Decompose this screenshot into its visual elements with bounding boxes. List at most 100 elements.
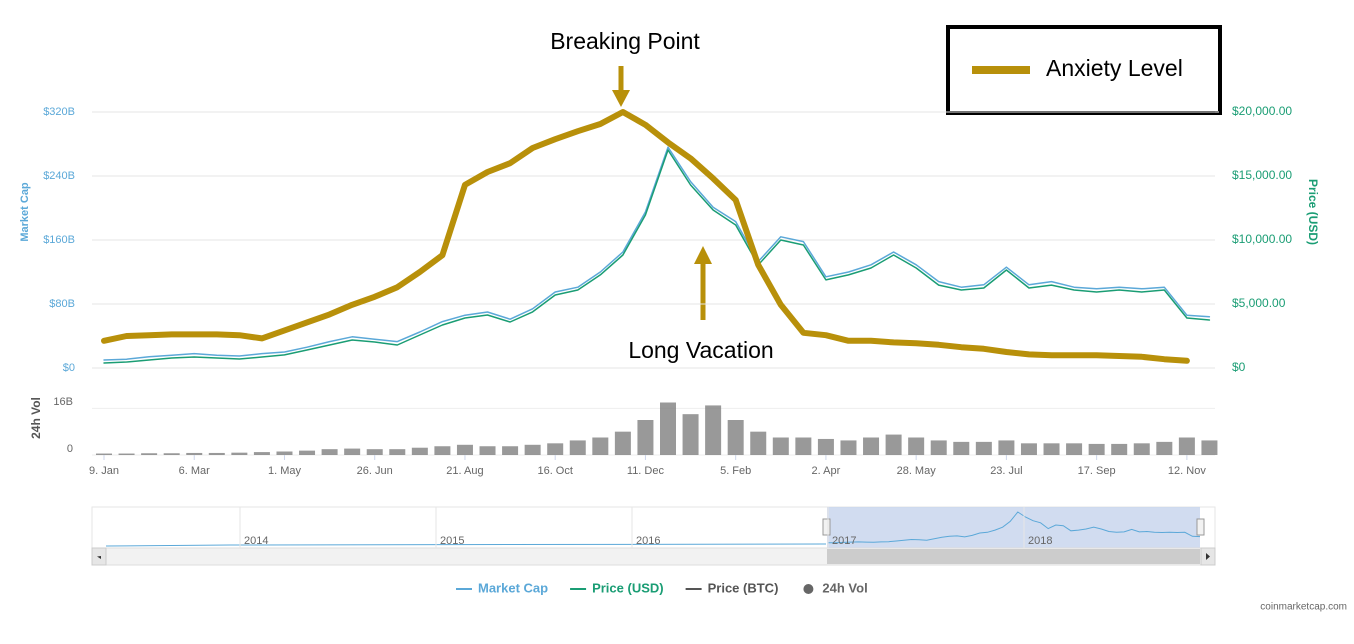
x-tick-label: 9. Jan [89,465,119,477]
volume-bar [953,441,970,455]
volume-bar [299,450,316,455]
y2-tick-label: $0 [1232,360,1246,374]
volume-bar [908,437,925,455]
y2-tick-label: $15,000.00 [1232,168,1292,182]
series-line [103,146,1211,361]
arrow [612,66,630,107]
volume-bar [276,451,293,455]
volume-bar [141,453,158,455]
volume-bar [434,446,451,455]
navigator-handle[interactable] [1196,518,1205,536]
volume-bar [614,431,631,455]
x-tick-label: 1. May [268,465,302,477]
arrow [694,246,712,320]
volume-bar [1020,443,1037,455]
volume-bar [502,446,519,455]
volume-bar [163,453,180,455]
volume-bar [863,437,880,455]
legend-item[interactable]: Price (USD) [592,580,664,595]
volume-bar [456,444,473,455]
volume-bar [479,446,496,455]
volume-bar [118,453,135,455]
volume-bar [885,434,902,455]
navigator-label: 2018 [1028,535,1052,547]
volume-bar [772,437,789,455]
scrollbar-thumb[interactable] [827,549,1200,564]
x-tick-label: 28. May [897,465,937,477]
navigator-label: 2014 [244,535,268,547]
volume-bar [705,405,722,455]
legend-item[interactable]: Price (BTC) [708,580,779,595]
volume-bar [840,440,857,455]
x-tick-label: 2. Apr [812,465,841,477]
volume-bar [1088,443,1105,455]
annotation: Long Vacation [628,337,773,363]
legend-item[interactable]: 24h Vol [822,580,867,595]
volume-bar [569,440,586,455]
navigator-label: 2015 [440,535,464,547]
volume-bar [637,420,654,455]
y2-tick-label: $5,000.00 [1232,296,1286,310]
legend-item[interactable]: Market Cap [478,580,548,595]
navigator-label: 2017 [832,535,856,547]
volume-bar [1201,440,1218,455]
legend-label: Anxiety Level [1046,55,1183,81]
volume-bar [817,438,834,455]
x-tick-label: 11. Dec [627,465,665,477]
y-tick-label: $240B [43,170,75,182]
volume-bar [389,449,406,455]
volume-bar [1066,443,1083,455]
volume-bar [795,437,812,455]
volume-bar [750,431,767,455]
volume-bar [253,452,270,455]
y2-tick-label: $10,000.00 [1232,232,1292,246]
volume-bar [231,452,248,455]
volume-bar [1156,441,1173,455]
volume-bar [186,452,203,455]
navigator-line [827,511,1201,544]
volume-bar [930,440,947,455]
volume-bar [208,452,225,455]
y-tick-label: $80B [49,298,75,310]
x-tick-label: 6. Mar [179,465,211,477]
x-tick-label: 12. Nov [1168,465,1206,477]
annotation: Breaking Point [550,28,700,54]
y-tick-label: $320B [43,106,75,118]
vol-tick-label: 0 [67,443,73,455]
y2-tick-label: $20,000.00 [1232,104,1292,118]
volume-bar [1043,443,1060,455]
volume-bar [321,449,338,455]
volume-bar [344,448,361,455]
legend-swatch [803,584,814,594]
volume-bar [411,447,428,455]
navigator-label: 2016 [636,535,660,547]
volume-bar [1133,443,1150,455]
volume-bar [592,437,609,455]
credit: coinmarketcap.com [1260,602,1347,613]
volume-bar [366,449,383,455]
x-tick-label: 17. Sep [1078,465,1116,477]
navigator-handle[interactable] [822,518,831,536]
series-line [103,149,1211,364]
volume-bar [660,402,676,455]
y-axis-title: Market Cap [19,182,31,242]
x-tick-label: 16. Oct [537,465,572,477]
volume-bar [975,441,992,455]
vol-tick-label: 16B [53,396,73,408]
volume-bar [1178,437,1195,455]
volume-bar [1111,443,1128,455]
x-tick-label: 23. Jul [990,465,1022,477]
volume-bar [998,440,1015,455]
series-line [101,109,1190,364]
vol-axis-title: 24h Vol [29,397,43,439]
volume-bar [96,453,112,455]
volume-bar [547,443,564,455]
y2-axis-title: Price (USD) [1306,179,1320,245]
volume-bar [727,420,744,455]
volume-bar [524,444,541,455]
volume-bar [682,414,699,455]
x-tick-label: 5. Feb [720,465,751,477]
x-tick-label: 21. Aug [446,465,483,477]
navigator-history-line [105,543,827,547]
